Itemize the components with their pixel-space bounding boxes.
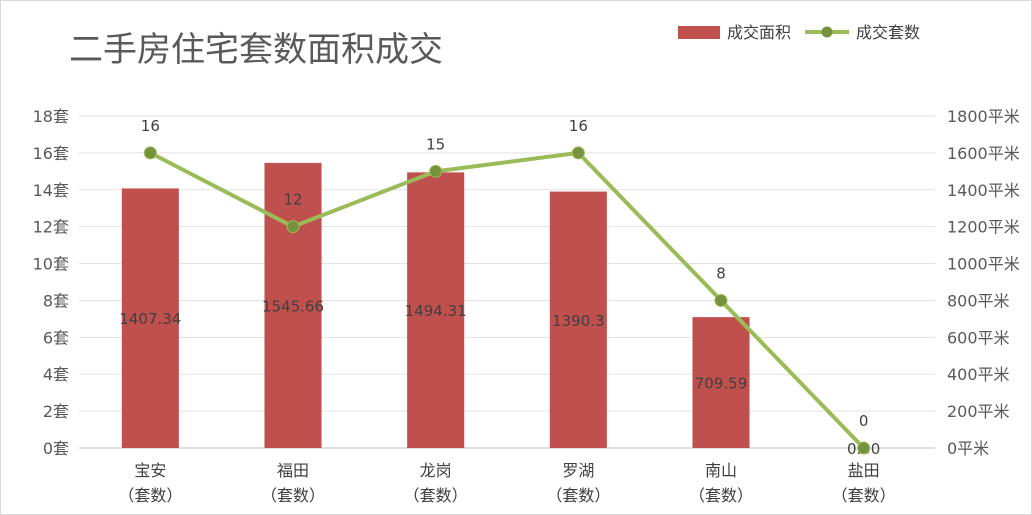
left-tick-label: 16套 bbox=[33, 144, 69, 163]
line-data-label: 12 bbox=[283, 191, 302, 209]
line-data-label: 16 bbox=[569, 117, 588, 135]
bar-data-label: 709.59 bbox=[695, 375, 748, 393]
line-point bbox=[286, 220, 300, 234]
line-data-label: 8 bbox=[716, 264, 726, 282]
category-label: 南山 bbox=[705, 461, 737, 480]
left-tick-label: 8套 bbox=[43, 291, 69, 310]
series-line bbox=[148, 150, 866, 450]
category-label: 罗湖 bbox=[562, 461, 594, 480]
right-tick-label: 1600平米 bbox=[947, 144, 1020, 163]
gridlines bbox=[79, 115, 935, 449]
bar-data-label: 1390.3 bbox=[552, 312, 605, 330]
left-tick-label: 0套 bbox=[43, 439, 69, 458]
line-data-labels: 16 12 15 16 8 0 bbox=[141, 117, 869, 430]
category-label: 宝安 bbox=[134, 461, 166, 480]
line-point bbox=[571, 146, 585, 160]
category-label: 福田 bbox=[277, 461, 309, 480]
bar bbox=[407, 172, 465, 449]
bar-data-label: 1494.31 bbox=[405, 302, 467, 320]
left-tick-label: 10套 bbox=[33, 255, 69, 274]
right-tick-label: 600平米 bbox=[947, 328, 1010, 347]
bar bbox=[264, 162, 322, 448]
chart-title: 二手房住宅套数面积成交 bbox=[69, 30, 443, 70]
line-data-label: 15 bbox=[426, 135, 445, 153]
left-tick-label: 18套 bbox=[33, 107, 69, 126]
bar bbox=[692, 317, 750, 448]
bar bbox=[549, 191, 607, 448]
legend-swatch-marker bbox=[821, 26, 833, 38]
category-sublabel: （套数） bbox=[404, 486, 468, 505]
left-tick-label: 12套 bbox=[33, 218, 69, 237]
right-tick-label: 1000平米 bbox=[947, 255, 1020, 274]
legend-swatch-bar bbox=[678, 26, 720, 39]
line-point bbox=[143, 146, 157, 160]
category-sublabel: （套数） bbox=[546, 486, 610, 505]
legend-label-count: 成交套数 bbox=[856, 23, 920, 42]
right-axis-ticks: 0平米 200平米 400平米 600平米 800平米 1000平米 1200平米 1400平… bbox=[947, 107, 1020, 458]
right-tick-label: 0平米 bbox=[947, 439, 989, 458]
bar-data-label: 1407.34 bbox=[119, 310, 181, 328]
left-tick-label: 2套 bbox=[43, 402, 69, 421]
right-tick-label: 1400平米 bbox=[947, 181, 1020, 200]
line-series bbox=[143, 146, 871, 455]
category-sublabel: （套数） bbox=[832, 486, 896, 505]
bar bbox=[121, 188, 179, 448]
right-tick-label: 1200平米 bbox=[947, 218, 1020, 237]
category-sublabel: （套数） bbox=[261, 486, 325, 505]
right-tick-label: 400平米 bbox=[947, 365, 1010, 384]
category-sublabel: （套数） bbox=[118, 486, 182, 505]
right-tick-label: 1800平米 bbox=[947, 107, 1020, 126]
right-tick-label: 200平米 bbox=[947, 402, 1010, 421]
line-data-label: 0 bbox=[859, 412, 869, 430]
right-tick-label: 800平米 bbox=[947, 291, 1010, 310]
left-axis-ticks: 0套 2套 4套 6套 8套 10套 12套 14套 16套 18套 bbox=[33, 107, 69, 458]
left-tick-label: 6套 bbox=[43, 328, 69, 347]
left-tick-label: 4套 bbox=[43, 365, 69, 384]
legend: 成交面积 成交套数 bbox=[678, 23, 920, 42]
bar-series bbox=[121, 162, 750, 449]
line-data-label: 16 bbox=[141, 117, 160, 135]
legend-label-area: 成交面积 bbox=[727, 23, 791, 42]
category-label: 盐田 bbox=[848, 461, 880, 480]
line-point bbox=[714, 293, 728, 307]
left-tick-label: 14套 bbox=[33, 181, 69, 200]
x-axis: 宝安 （套数） 福田 （套数） 龙岗 （套数） 罗湖 （套数） 南山 （套数） 盐田 （套数） bbox=[118, 461, 895, 505]
line-point bbox=[429, 164, 443, 178]
line-point bbox=[857, 441, 871, 455]
bar-data-label: 1545.66 bbox=[262, 297, 324, 315]
category-label: 龙岗 bbox=[420, 461, 452, 480]
category-sublabel: （套数） bbox=[689, 486, 753, 505]
